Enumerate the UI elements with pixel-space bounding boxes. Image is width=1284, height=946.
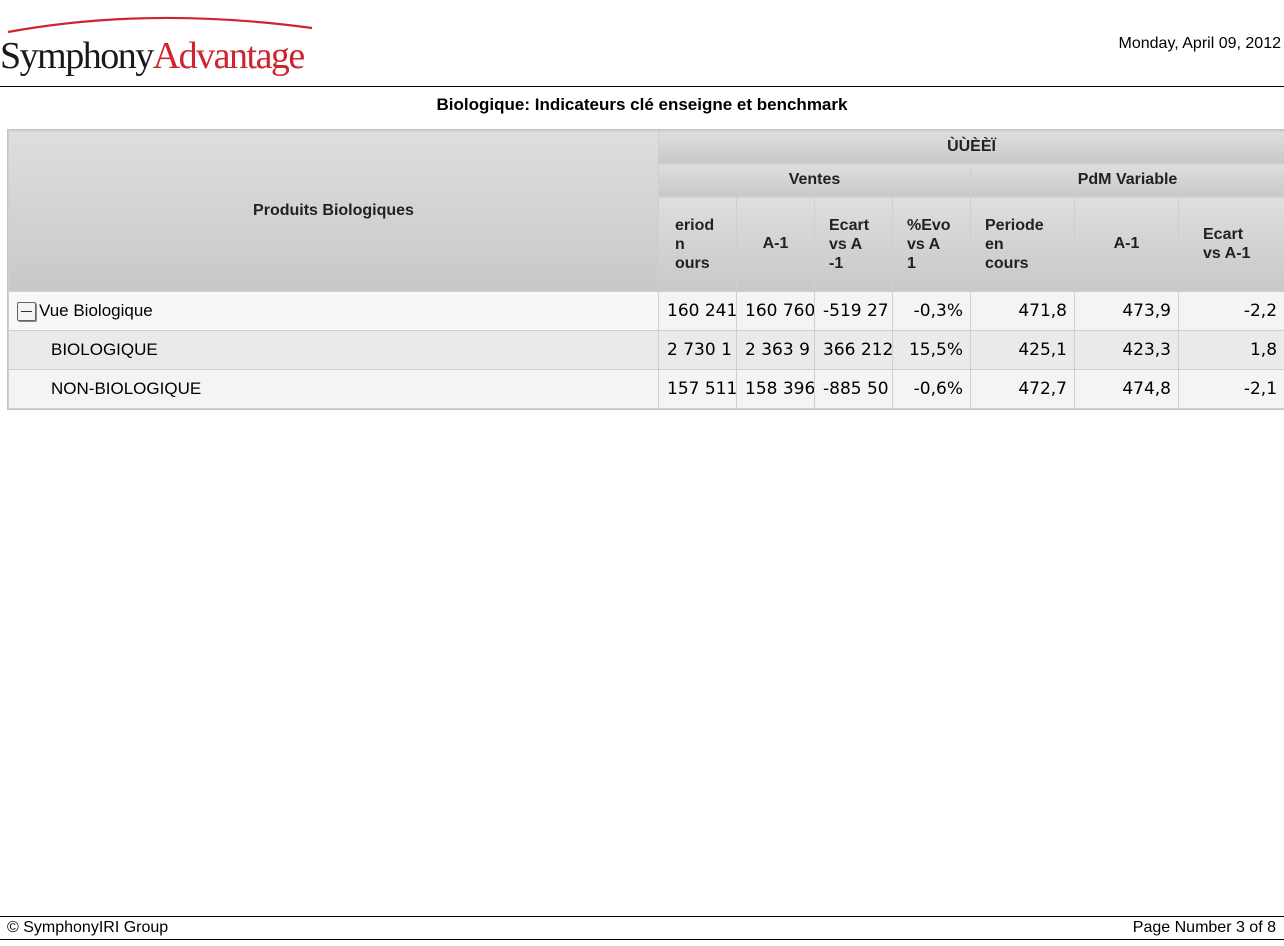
cell-value: 473,9 xyxy=(1074,291,1179,331)
column-group-pdm-variable: PdM Variable xyxy=(969,163,1284,197)
column-header-a1: A-1 xyxy=(736,196,815,292)
logo-text-symphony: Symphony xyxy=(0,35,154,77)
column-header-periode: eriod n ours xyxy=(658,196,737,292)
row-label: NON-BIOLOGIQUE xyxy=(8,369,659,409)
table-row: Vue Biologique 160 241 160 760 -519 27 -… xyxy=(8,291,1284,331)
row-label-cell: Vue Biologique xyxy=(8,291,659,331)
report-footer: © SymphonyIRI Group Page Number 3 of 8 xyxy=(0,916,1284,940)
column-group-ventes: Ventes xyxy=(658,163,971,197)
column-header-pdm-a1: A-1 xyxy=(1074,196,1179,292)
copyright-text: © SymphonyIRI Group xyxy=(7,919,169,936)
cell-value: 158 396 xyxy=(736,369,815,409)
report-header: SymphonyAdvantage Monday, April 09, 2012 xyxy=(0,0,1284,87)
cell-value: 472,7 xyxy=(970,369,1075,409)
cell-value: 366 212 xyxy=(814,330,893,370)
cell-value: 423,3 xyxy=(1074,330,1179,370)
collapse-icon[interactable] xyxy=(17,302,36,321)
cell-value: -2,2 xyxy=(1177,291,1284,331)
page-number: Page Number 3 of 8 xyxy=(1132,919,1276,936)
table-row: BIOLOGIQUE 2 730 1 2 363 9 366 212 15,5%… xyxy=(8,330,1284,370)
cell-value: 1,8 xyxy=(1177,330,1284,370)
report-date: Monday, April 09, 2012 xyxy=(1118,35,1281,52)
cell-value: 160 241 xyxy=(658,291,737,331)
cell-value: 2 363 9 xyxy=(736,330,815,370)
row-header-produits: Produits Biologiques xyxy=(8,130,659,292)
report-title: Biologique: Indicateurs clé enseigne et … xyxy=(436,95,848,114)
logo-text-advantage: Advantage xyxy=(152,35,306,77)
column-header-pdm-ecart: Ecart vs A-1 xyxy=(1177,196,1284,292)
row-label: BIOLOGIQUE xyxy=(8,330,659,370)
cell-value: -519 27 xyxy=(814,291,893,331)
logo-wordmark: SymphonyAdvantage xyxy=(0,35,306,77)
cell-value: 160 760 xyxy=(736,291,815,331)
pivot-grid: Produits Biologiques ÙÙÈÈÏ Ventes PdM Va… xyxy=(7,129,1284,410)
cell-value: -2,1 xyxy=(1177,369,1284,409)
column-header-pdm-periode: Periode en cours xyxy=(970,196,1075,292)
cell-value: 471,8 xyxy=(970,291,1075,331)
cell-value: 474,8 xyxy=(1074,369,1179,409)
cell-value: -885 50 xyxy=(814,369,893,409)
cell-value: 157 511 xyxy=(658,369,737,409)
cell-value: -0,6% xyxy=(892,369,971,409)
cell-value: 15,5% xyxy=(892,330,971,370)
row-label: Vue Biologique xyxy=(39,300,153,320)
cell-value: -0,3% xyxy=(892,291,971,331)
column-group-header: ÙÙÈÈÏ xyxy=(657,130,1284,164)
table-row: NON-BIOLOGIQUE 157 511 158 396 -885 50 -… xyxy=(8,369,1284,409)
logo-swoosh-icon xyxy=(7,16,313,34)
cell-value: 425,1 xyxy=(970,330,1075,370)
column-header-ecart: Ecart vs A -1 xyxy=(814,196,893,292)
cell-value: 2 730 1 xyxy=(658,330,737,370)
symphony-advantage-logo: SymphonyAdvantage xyxy=(0,8,320,80)
